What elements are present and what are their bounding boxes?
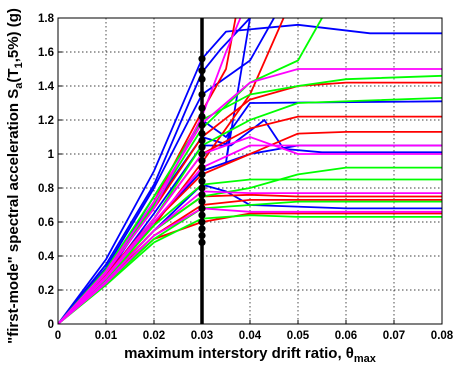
threshold-point: [198, 113, 206, 121]
x-tick-label: 0.08: [431, 330, 454, 342]
y-tick-label: 0.2: [38, 285, 54, 297]
y-tick-labels: 0 0.2 0.4 0.6 0.8 1 1.2 1.4 1.6 1.8: [38, 13, 62, 331]
x-tick-label: 0.04: [239, 330, 262, 342]
response-curve-blue: [58, 18, 275, 324]
y-tick-label: 1.2: [38, 115, 54, 127]
x-tick-label: 0.02: [143, 330, 165, 342]
threshold-point: [198, 170, 206, 178]
x-tick-label: 0.06: [335, 330, 357, 342]
y-tick-label: 1.6: [38, 47, 54, 59]
threshold-point: [198, 238, 206, 246]
x-tick-labels: 0 0.01 0.02 0.03 0.04 0.05 0.06 0.07 0.08: [55, 320, 454, 342]
threshold-point: [198, 90, 206, 99]
response-curve-blue: [58, 18, 251, 324]
y-tick-label: 1.8: [38, 13, 55, 25]
y-tick-label: 1: [48, 149, 55, 161]
threshold-point: [198, 55, 206, 63]
threshold-point: [198, 150, 206, 158]
x-tick-label: 0.07: [383, 330, 405, 342]
response-curve-green: [58, 74, 442, 324]
threshold-point: [198, 184, 206, 192]
threshold-point: [198, 204, 206, 212]
y-tick-label: 0: [48, 319, 54, 331]
response-curve-magenta: [58, 18, 242, 324]
threshold-point: [198, 67, 206, 75]
response-curve-blue: [58, 23, 442, 324]
x-tick-label: 0.01: [95, 330, 118, 342]
threshold-point: [198, 164, 206, 172]
threshold-point: [198, 225, 206, 233]
threshold-point: [198, 143, 206, 151]
y-tick-label: 0.4: [38, 251, 55, 263]
x-tick-label: 0: [55, 330, 61, 342]
y-tick-label: 0.6: [38, 217, 54, 229]
threshold-point: [198, 232, 206, 240]
threshold-point: [198, 177, 206, 185]
threshold-point: [198, 211, 206, 219]
threshold-point: [198, 136, 206, 144]
threshold-point: [198, 75, 206, 83]
y-axis-title: "first-mode" spectral acceleration Sa(T1…: [5, 8, 25, 344]
threshold-point: [198, 130, 206, 138]
y-tick-label: 0.8: [38, 183, 55, 195]
threshold-point: [198, 191, 206, 199]
threshold-point: [198, 218, 206, 226]
x-tick-label: 0.05: [287, 330, 310, 342]
threshold-point: [198, 198, 206, 206]
x-axis-title: maximum interstory drift ratio, θmax: [124, 345, 377, 365]
response-curve-magenta: [58, 136, 442, 324]
threshold-point: [198, 157, 206, 165]
y-tick-label: 1.4: [38, 81, 55, 93]
threshold-point: [198, 121, 206, 129]
threshold-group: [198, 18, 206, 324]
threshold-point: [198, 104, 206, 112]
x-tick-label: 0.03: [191, 330, 213, 342]
